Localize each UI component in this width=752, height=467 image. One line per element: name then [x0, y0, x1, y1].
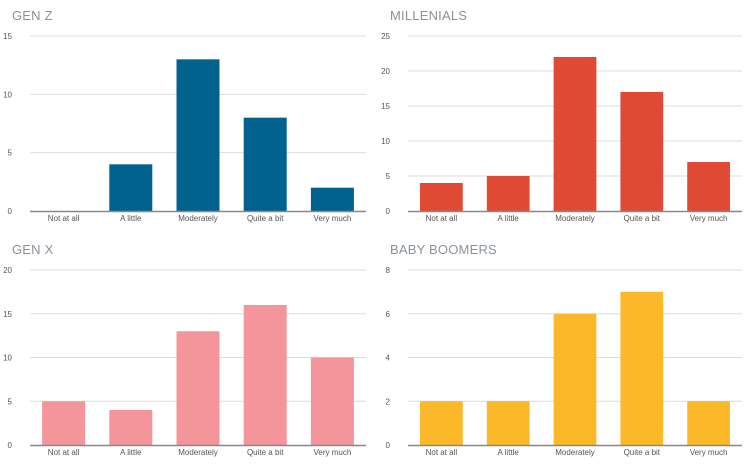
x-tick-label: Not at all: [426, 214, 458, 223]
chart-title: MILLENIALS: [390, 8, 468, 23]
chart-panel-gen-z: GEN Z 0 5 10 15 Not at all A little Moderately…: [0, 0, 376, 234]
bar-3: [243, 117, 287, 211]
bar-0: [42, 401, 86, 445]
bar-2: [176, 331, 220, 445]
y-tick-label: 2: [386, 397, 391, 406]
bar-chart: 0 5 10 15 20 25 Not at all A little Moderately Qu…: [381, 32, 742, 223]
y-tick-label: 15: [3, 32, 12, 41]
x-tick-label: Moderately: [178, 448, 218, 457]
x-tick-label: Quite a bit: [247, 448, 284, 457]
y-tick-label: 20: [381, 67, 390, 76]
bar-chart: 0 2 4 6 8 Not at all A little Moderately Quite a…: [386, 266, 742, 457]
chart-title: BABY BOOMERS: [390, 242, 497, 257]
bar-2: [176, 59, 220, 212]
x-tick-label: A little: [120, 214, 142, 223]
bar-4: [687, 401, 730, 445]
chart-panel-millenials: MILLENIALS 0 5 10 15 20 25 Not at all A little M…: [378, 0, 752, 234]
y-tick-label: 20: [3, 266, 12, 275]
bar-0: [420, 183, 463, 211]
bar-2: [553, 57, 597, 211]
bar-3: [620, 291, 664, 445]
y-tick-label: 10: [3, 354, 12, 363]
y-tick-label: 0: [386, 441, 391, 450]
y-tick-label: 0: [8, 441, 13, 450]
x-tick-label: Moderately: [178, 214, 218, 223]
bar-3: [243, 305, 287, 445]
bar-2: [553, 313, 597, 445]
bar-chart: 0 5 10 15 20 Not at all A little Moderately Quit…: [3, 266, 366, 457]
y-tick-label: 5: [8, 149, 13, 158]
x-tick-label: A little: [498, 448, 520, 457]
x-tick-label: Very much: [314, 448, 352, 457]
bar-1: [109, 410, 153, 445]
y-tick-label: 15: [381, 102, 390, 111]
bar-4: [310, 187, 354, 211]
bar-4: [687, 162, 730, 211]
y-tick-label: 10: [3, 90, 12, 99]
bar-0: [420, 401, 463, 445]
bar-1: [486, 176, 530, 211]
x-tick-label: Quite a bit: [247, 214, 284, 223]
x-tick-label: A little: [120, 448, 142, 457]
y-tick-label: 25: [381, 32, 390, 41]
x-tick-label: Not at all: [48, 214, 80, 223]
bar-chart: 0 5 10 15 Not at all A little Moderately Quite …: [3, 32, 366, 223]
x-tick-label: A little: [498, 214, 520, 223]
y-tick-label: 6: [386, 310, 391, 319]
x-tick-label: Very much: [690, 448, 728, 457]
bar-4: [310, 357, 354, 445]
x-tick-label: Very much: [314, 214, 352, 223]
y-tick-label: 10: [381, 137, 390, 146]
x-tick-label: Not at all: [48, 448, 80, 457]
x-tick-label: Quite a bit: [624, 214, 661, 223]
bar-3: [620, 92, 664, 211]
x-tick-label: Very much: [690, 214, 728, 223]
y-tick-label: 8: [386, 266, 391, 275]
bar-1: [109, 164, 153, 211]
chart-panel-gen-x: GEN X 0 5 10 15 20 Not at all A little Moderate…: [0, 234, 376, 467]
y-tick-label: 0: [8, 207, 13, 216]
y-tick-label: 5: [8, 397, 13, 406]
chart-panel-baby-boomers: BABY BOOMERS 0 2 4 6 8 Not at all A little Mode…: [378, 234, 752, 467]
y-tick-label: 15: [3, 310, 12, 319]
bar-1: [486, 401, 530, 445]
x-tick-label: Moderately: [555, 448, 595, 457]
x-tick-label: Moderately: [555, 214, 595, 223]
y-tick-label: 0: [386, 207, 391, 216]
x-tick-label: Not at all: [426, 448, 458, 457]
x-tick-label: Quite a bit: [624, 448, 661, 457]
chart-title: GEN X: [12, 242, 54, 257]
y-tick-label: 4: [386, 354, 391, 363]
y-tick-label: 5: [386, 172, 391, 181]
chart-title: GEN Z: [12, 8, 53, 23]
